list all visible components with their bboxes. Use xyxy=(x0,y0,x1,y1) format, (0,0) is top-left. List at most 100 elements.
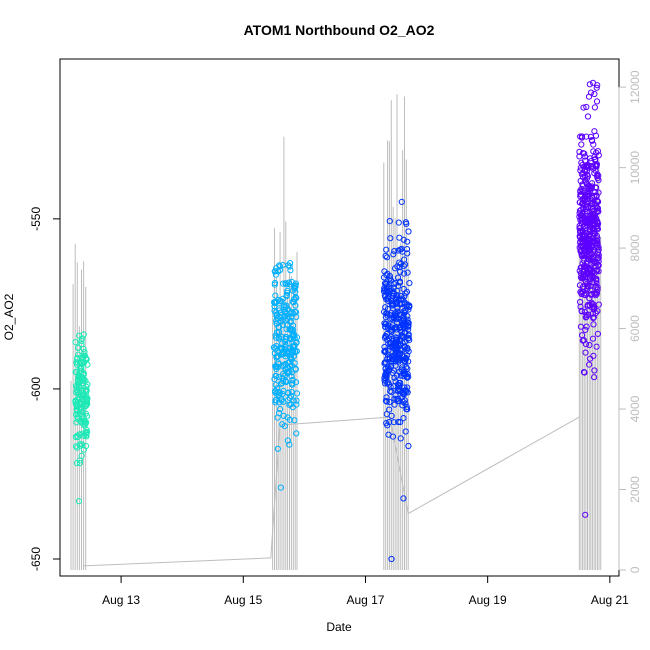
point-series3-263 xyxy=(591,104,599,111)
x-tick-label-4: Aug 21 xyxy=(591,593,629,607)
x-axis-title: Date xyxy=(326,620,352,634)
point-series3-423 xyxy=(576,213,583,220)
point-series2-363 xyxy=(388,412,395,419)
point-series1-255 xyxy=(275,329,282,336)
point-series3-406 xyxy=(576,153,583,160)
point-series3-431 xyxy=(585,190,592,197)
point-series3-389 xyxy=(583,163,590,170)
point-series3-37 xyxy=(578,141,585,148)
point-series2-344 xyxy=(383,371,390,378)
point-series2-372 xyxy=(400,353,407,360)
point-series2-334 xyxy=(393,323,400,330)
point-series2-169 xyxy=(381,320,388,327)
y2-tick-label-4: 8000 xyxy=(628,234,642,261)
data-points-layer xyxy=(72,79,602,563)
point-series3-449 xyxy=(578,206,585,213)
point-series1-154 xyxy=(285,359,292,366)
point-series0-extreme-1 xyxy=(80,331,87,338)
point-series2-366 xyxy=(383,288,390,295)
point-series2-340 xyxy=(406,337,413,344)
point-series3-422 xyxy=(586,295,593,302)
x-tick-label-1: Aug 15 xyxy=(224,593,262,607)
point-series3-444 xyxy=(587,282,594,289)
point-series3-350 xyxy=(594,240,601,247)
point-series2-2 xyxy=(402,428,409,435)
gray-trend-line xyxy=(83,416,580,567)
point-series0-150 xyxy=(74,403,82,410)
y-tick-label-2: -550 xyxy=(29,207,43,231)
point-series0-148 xyxy=(80,360,87,367)
point-series1-213 xyxy=(286,349,293,356)
point-series1-250 xyxy=(284,306,291,313)
point-series2-226 xyxy=(395,219,402,226)
point-series2-125 xyxy=(390,251,397,258)
point-series0-76 xyxy=(81,348,88,356)
point-series1-239 xyxy=(284,315,291,322)
y2-tick-label-3: 6000 xyxy=(628,315,642,342)
point-series3-450 xyxy=(580,170,587,177)
point-series3-247 xyxy=(586,361,593,368)
point-series1-235 xyxy=(277,345,284,352)
point-series0-63 xyxy=(76,460,84,467)
point-series2-302 xyxy=(404,344,411,352)
point-series2-367 xyxy=(392,296,399,303)
point-series2-377 xyxy=(386,335,393,342)
point-series2-247 xyxy=(405,358,412,365)
point-series2-69 xyxy=(406,280,413,287)
point-series2-20 xyxy=(383,246,390,253)
point-series3-446 xyxy=(591,226,598,233)
point-series2-extreme-0 xyxy=(388,555,395,563)
point-series0-135 xyxy=(75,396,82,403)
point-series3-372 xyxy=(583,133,590,140)
y2-tick-label-5: 10000 xyxy=(628,151,642,185)
point-series3-95 xyxy=(580,104,587,111)
point-series3-404 xyxy=(578,219,585,227)
point-series1-256 xyxy=(283,293,290,300)
point-series3-285 xyxy=(591,90,598,98)
point-series1-201 xyxy=(276,335,283,342)
point-series2-369 xyxy=(386,275,394,282)
point-series1-158 xyxy=(271,307,278,314)
point-series1-71 xyxy=(280,412,287,419)
point-series2-370 xyxy=(384,295,391,302)
point-series0-133 xyxy=(79,380,87,387)
point-series1-232 xyxy=(291,282,298,289)
point-series3-430 xyxy=(584,113,592,120)
point-series3-338 xyxy=(590,314,597,322)
point-series3-352 xyxy=(581,308,588,316)
point-series3-371 xyxy=(584,197,591,205)
point-series3-44 xyxy=(593,343,600,350)
point-series3-307 xyxy=(586,81,593,88)
point-series3-201 xyxy=(595,258,602,265)
point-series1-63 xyxy=(274,414,281,421)
point-series3-377 xyxy=(595,208,602,215)
point-series2-75 xyxy=(386,398,393,406)
point-series2-266 xyxy=(404,269,411,276)
point-series2-330 xyxy=(383,398,390,405)
point-series3-395 xyxy=(591,304,598,311)
point-series1-185 xyxy=(293,390,301,397)
point-series3-398 xyxy=(583,252,590,259)
point-series0-75 xyxy=(72,339,79,346)
point-series1-9 xyxy=(293,397,300,404)
point-series2-260 xyxy=(385,431,392,438)
point-series2-359 xyxy=(392,334,399,341)
point-series1-137 xyxy=(286,416,293,423)
point-series3-419 xyxy=(583,103,590,111)
point-series0-extreme-0 xyxy=(75,498,83,505)
point-series2-355 xyxy=(406,302,413,309)
point-series2-306 xyxy=(405,228,412,235)
point-series2-8 xyxy=(401,293,408,300)
y2-tick-label-6: 12000 xyxy=(628,70,642,104)
point-series1-229 xyxy=(293,334,301,341)
point-series2-288 xyxy=(384,270,391,277)
point-series3-380 xyxy=(582,274,589,281)
y-tick-label-0: -650 xyxy=(29,547,43,571)
point-series2-140 xyxy=(397,292,405,299)
point-series2-376 xyxy=(400,263,407,270)
point-series3-408 xyxy=(592,215,599,222)
point-series2-365 xyxy=(383,280,390,287)
y-axis-right: 0 2000 4000 6000 8000 10000 12000 xyxy=(618,70,642,573)
point-series1-147 xyxy=(275,391,282,398)
